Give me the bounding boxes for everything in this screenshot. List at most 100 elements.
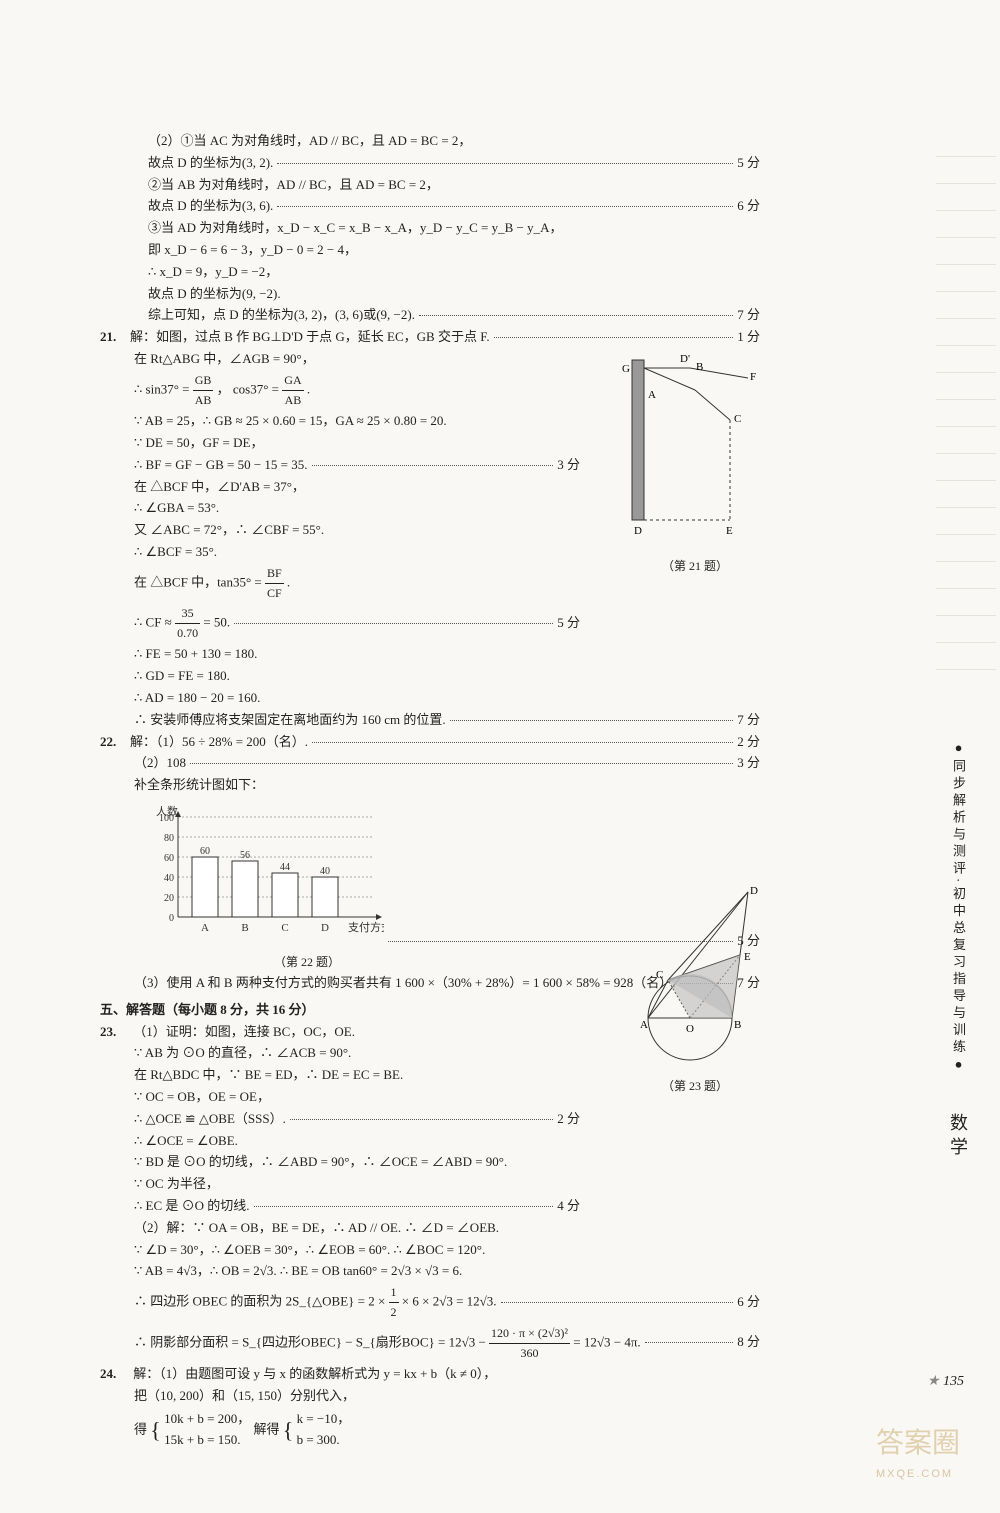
lbl-B: B (734, 1019, 741, 1031)
svg-text:40: 40 (320, 866, 330, 877)
text: = 50. (203, 615, 230, 630)
q23-line: ∴ 四边形 OBEC 的面积为 2S_{△OBE} = 2 × 12 × 6 ×… (100, 1283, 760, 1322)
q21-line: ∴ CF ≈ 350.70 = 50. 5 分 (100, 604, 580, 643)
lbl-O: O (686, 1023, 694, 1035)
text: （3）使用 A 和 B 两种支付方式的购买者共有 1 600 ×（30% + 2… (134, 973, 676, 994)
q20-line: ∴ x_D = 9，y_D = −2， (100, 262, 760, 283)
lbl-E: E (744, 951, 751, 963)
content-column: （2）①当 AC 为对角线时，AD // BC，且 AD = BC = 2， 故… (100, 131, 760, 1452)
num: GB (193, 371, 214, 391)
dot-leader (501, 1302, 734, 1303)
text: （2）108 (134, 753, 186, 774)
num: BF (265, 564, 284, 584)
q24-line: 得 { 10k + b = 200， 15k + b = 150. 解得 { k… (100, 1408, 760, 1453)
q23-line: ∵ OC 为半径， (100, 1174, 760, 1195)
lbl-A: A (640, 1019, 648, 1031)
num: 35 (175, 604, 200, 624)
text: 解：（1）由题图可设 y 与 x 的函数解析式为 y = kx + b（k ≠ … (133, 1366, 496, 1381)
q21-line: 21. 解：如图，过点 B 作 BG⊥D'D 于点 G，延长 EC，GB 交于点… (100, 327, 760, 348)
text: 综上可知，点 D 的坐标为(3, 2)，(3, 6)或(9, −2). (148, 305, 415, 326)
q20-line: ③当 AD 为对角线时，x_D − x_C = x_B − x_A，y_D − … (100, 218, 760, 239)
text: 故点 D 的坐标为(3, 2). (148, 153, 273, 174)
figure-21-svg: D' B F G A C D E (620, 350, 770, 550)
dot-leader (190, 763, 733, 764)
figure-22-caption: （第 22 题） (160, 953, 420, 972)
points: 6 分 (737, 1292, 760, 1313)
q21-line: ∴ 安装师傅应将支架固定在离地面约为 160 cm 的位置. 7 分 (100, 710, 760, 731)
svg-text:0: 0 (169, 913, 174, 924)
q22-line: 22. 解：（1）56 ÷ 28% = 200（名）. 2 分 (100, 732, 760, 753)
page-number: ★ 135 (927, 1371, 964, 1393)
points: 7 分 (737, 305, 760, 326)
points: 1 分 (737, 327, 760, 348)
points: 4 分 (557, 1196, 580, 1217)
svg-text:60: 60 (164, 853, 174, 864)
text: ∴ sin37° = (134, 381, 193, 396)
lbl-G: G (622, 363, 630, 375)
fraction: GBAB (193, 371, 214, 410)
fraction: GAAB (282, 371, 303, 410)
question-number: 24. (100, 1364, 130, 1385)
dot-leader (450, 720, 734, 721)
dot-leader (254, 1206, 554, 1207)
star-icon: ★ (927, 1374, 940, 1389)
brace-icon: { (283, 1417, 294, 1442)
q24-line: 把（10, 200）和（15, 150）分别代入， (100, 1386, 760, 1407)
q23-line: ∵ AB = 4√3，∴ OB = 2√3. ∴ BE = OB tan60° … (100, 1261, 760, 1282)
page: （2）①当 AC 为对角线时，AD // BC，且 AD = BC = 2， 故… (0, 0, 1000, 1513)
text: . (287, 574, 290, 589)
text: ∴ CF ≈ (134, 615, 175, 630)
text: ∴ 阴影部分面积 = S_{四边形OBEC} − S_{扇形BOC} = 12√… (134, 1334, 489, 1349)
points: 5 分 (737, 153, 760, 174)
text: = 12√3 − 4π. (573, 1334, 640, 1349)
points: 6 分 (737, 196, 760, 217)
q23-line: ∴ ∠OCE = ∠OBE. (100, 1131, 760, 1152)
svg-text:C: C (281, 922, 288, 934)
text: ∴ 阴影部分面积 = S_{四边形OBEC} − S_{扇形BOC} = 12√… (134, 1324, 641, 1363)
svg-text:人数: 人数 (156, 805, 178, 818)
text: ∴ 四边形 OBEC 的面积为 2S_{△OBE} = 2 × 12 × 6 ×… (134, 1283, 497, 1322)
points: 2 分 (557, 1109, 580, 1130)
points: 3 分 (557, 455, 580, 476)
text: ∴ CF ≈ 350.70 = 50. (134, 604, 230, 643)
text: 解得 (254, 1421, 280, 1436)
watermark: 答案圈 MXQE.COM (876, 1421, 960, 1483)
q22-line: 补全条形统计图如下： (100, 775, 760, 796)
watermark-main: 答案圈 (876, 1427, 960, 1458)
text: 解：（1）56 ÷ 28% = 200（名）. (130, 732, 308, 753)
figure-21: D' B F G A C D E （第 21 题） (620, 350, 770, 576)
svg-text:40: 40 (164, 873, 174, 884)
svg-text:B: B (241, 922, 248, 934)
dot-leader (277, 206, 733, 207)
question-number: 23. (100, 1022, 130, 1043)
dot-leader (312, 465, 554, 466)
figure-21-caption: （第 21 题） (620, 557, 770, 576)
lbl-F: F (750, 371, 756, 383)
num: GA (282, 371, 303, 391)
text: 解：如图，过点 B 作 BG⊥D'D 于点 G，延长 EC，GB 交于点 F. (130, 327, 490, 348)
points: 2 分 (737, 732, 760, 753)
text: 在 △BCF 中，tan35° = (134, 574, 265, 589)
points: 8 分 (737, 1332, 760, 1353)
dot-leader (234, 623, 553, 624)
watermark-sub: MXQE.COM (876, 1466, 960, 1484)
q23-line: ∴ 阴影部分面积 = S_{四边形OBEC} − S_{扇形BOC} = 12√… (100, 1324, 760, 1363)
svg-text:60: 60 (200, 846, 210, 857)
den: 2 (389, 1303, 399, 1322)
q23-line: ∴ △OCE ≌ △OBE（SSS）. 2 分 (100, 1109, 580, 1130)
dot-leader (312, 742, 733, 743)
svg-text:44: 44 (280, 862, 290, 873)
q22-line: （2）108 3 分 (100, 753, 760, 774)
margin-rule-lines (936, 130, 996, 690)
text: 得 (134, 1421, 147, 1436)
text: 故点 D 的坐标为(3, 6). (148, 196, 273, 217)
lbl-B: B (696, 361, 703, 373)
text: ∴ BF = GF − GB = 50 − 15 = 35. (134, 455, 308, 476)
q20-line: 综上可知，点 D 的坐标为(3, 2)，(3, 6)或(9, −2). 7 分 (100, 305, 760, 326)
text: ， cos37° = (217, 381, 283, 396)
lbl-Dp: D' (680, 353, 690, 365)
eq: 10k + b = 200， (164, 1409, 250, 1430)
den: AB (282, 391, 303, 410)
bar-chart: 02040608010060A56B44C40D人数支付方式 (144, 803, 384, 943)
q21-line: ∴ GD = FE = 180. (100, 666, 760, 687)
